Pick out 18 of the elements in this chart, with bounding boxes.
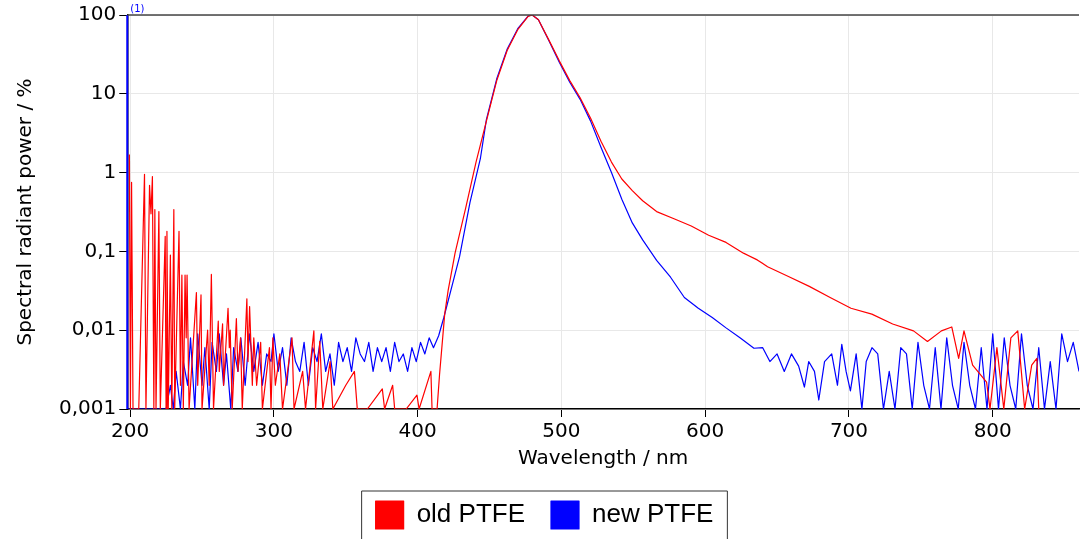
x-tick-label: 800: [973, 418, 1012, 443]
x-axis-title: Wavelength / nm: [518, 445, 689, 470]
y-tick-label: 0,001: [58, 395, 117, 420]
annotation: (1): [130, 2, 145, 14]
y-tick-label: 1: [103, 158, 117, 183]
y-tick-label: 10: [90, 80, 117, 104]
x-tick-label: 700: [829, 418, 869, 443]
x-tick-label: 400: [398, 418, 437, 443]
legend-label: old PTFE: [416, 498, 526, 529]
x-tick-label: 200: [111, 418, 150, 443]
legend-label: new PTFE: [592, 498, 714, 529]
y-axis-title: Spectral radiant power / %: [12, 78, 37, 346]
y-tick-label: 0,1: [84, 237, 117, 262]
y-tick-label: 100: [78, 1, 117, 26]
x-tick-label: 500: [542, 418, 581, 443]
y-tick-label: 0,01: [71, 316, 117, 341]
x-tick-label: 300: [254, 418, 293, 443]
x-tick-label: 600: [686, 418, 725, 443]
